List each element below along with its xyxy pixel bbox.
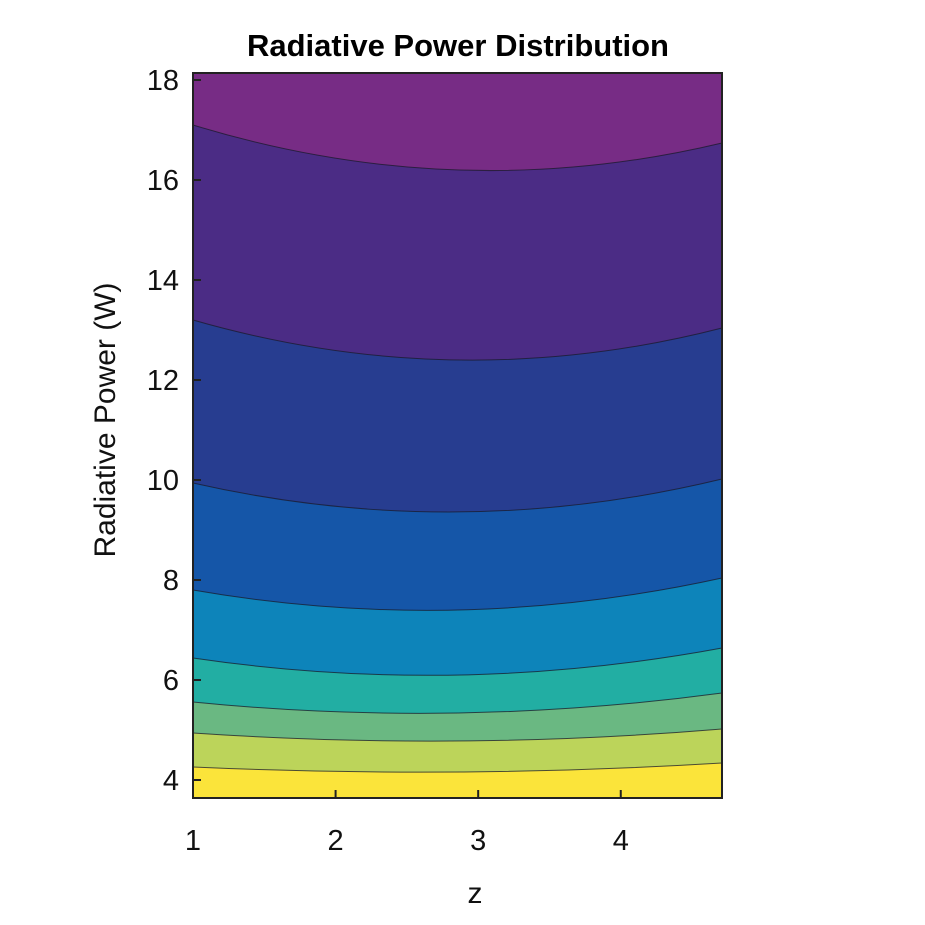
contour-line bbox=[192, 124, 723, 171]
contour-line bbox=[192, 692, 723, 714]
contour-line bbox=[192, 319, 723, 361]
y-tick-label: 14 bbox=[147, 265, 179, 297]
contour-line bbox=[192, 762, 723, 773]
x-tick-label: 1 bbox=[185, 825, 201, 857]
y-tick-label: 6 bbox=[163, 665, 179, 697]
y-tick-label: 10 bbox=[147, 465, 179, 497]
y-tick-label: 12 bbox=[147, 365, 179, 397]
x-tick-label: 3 bbox=[470, 825, 486, 857]
y-tick-label: 4 bbox=[163, 765, 179, 797]
y-axis-label: Radiative Power (W) bbox=[89, 282, 122, 557]
contour-band bbox=[193, 73, 722, 171]
contour-line bbox=[192, 577, 723, 611]
x-tick-label: 4 bbox=[613, 825, 629, 857]
contour-line bbox=[192, 647, 723, 676]
x-axis-label: z bbox=[468, 877, 483, 910]
contour-lines bbox=[192, 124, 723, 773]
contour-line bbox=[192, 478, 723, 513]
contour-bands bbox=[193, 73, 722, 798]
y-tick-label: 8 bbox=[163, 565, 179, 597]
x-tick-label: 2 bbox=[328, 825, 344, 857]
y-tick-label: 18 bbox=[147, 65, 179, 97]
chart-title: Radiative Power Distribution bbox=[247, 28, 669, 63]
plot-frame bbox=[192, 72, 723, 799]
contour-line bbox=[192, 728, 723, 742]
y-tick-label: 16 bbox=[147, 165, 179, 197]
